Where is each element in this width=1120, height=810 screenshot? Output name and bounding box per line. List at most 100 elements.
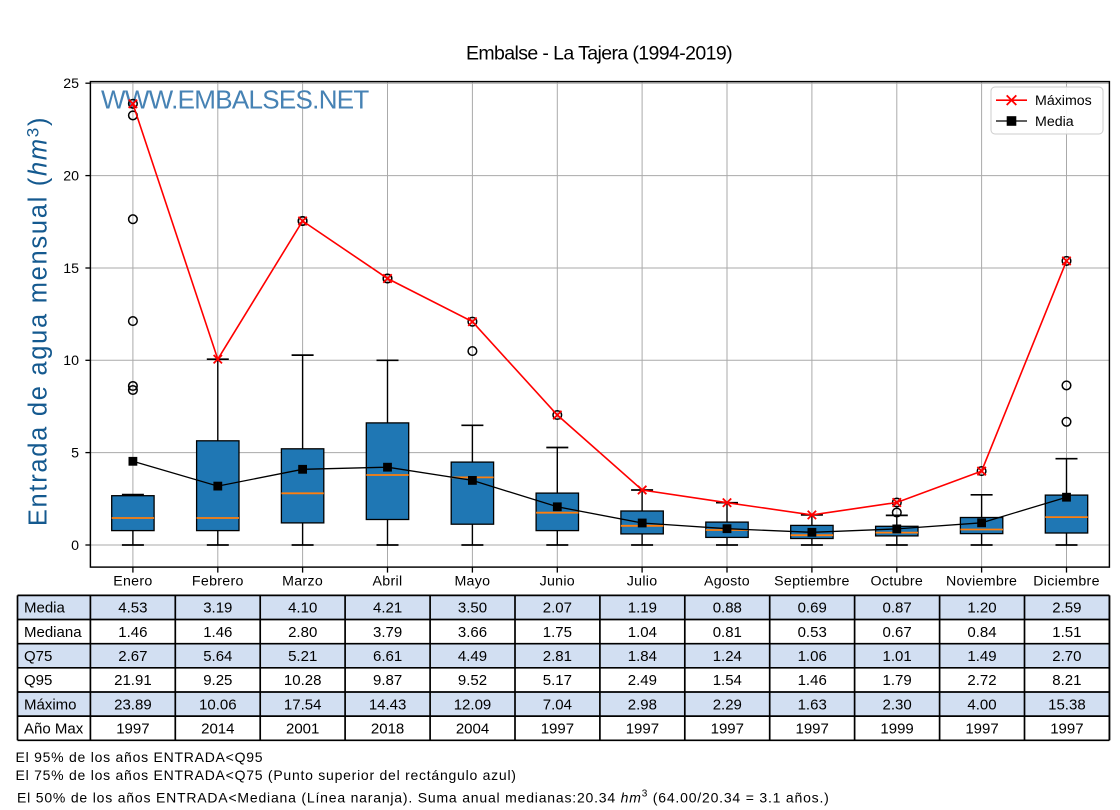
svg-text:2.80: 2.80: [288, 624, 317, 641]
svg-text:2.81: 2.81: [543, 648, 572, 665]
svg-text:25: 25: [63, 76, 79, 92]
svg-text:4.53: 4.53: [118, 600, 147, 617]
svg-text:2014: 2014: [201, 720, 234, 737]
svg-text:6.61: 6.61: [373, 648, 402, 665]
svg-text:2.98: 2.98: [628, 696, 657, 713]
svg-text:7.04: 7.04: [543, 696, 572, 713]
svg-text:Noviembre: Noviembre: [946, 573, 1017, 589]
svg-text:Q75: Q75: [24, 648, 52, 665]
svg-text:1997: 1997: [626, 720, 659, 737]
svg-text:2.67: 2.67: [118, 648, 147, 665]
svg-text:El 75% de los años ENTRADA<Q75: El 75% de los años ENTRADA<Q75 (Punto su…: [16, 767, 517, 783]
svg-text:2.72: 2.72: [967, 672, 996, 689]
svg-text:2004: 2004: [456, 720, 489, 737]
svg-text:17.54: 17.54: [284, 696, 322, 713]
svg-text:14.43: 14.43: [369, 696, 407, 713]
svg-text:1.51: 1.51: [1052, 624, 1081, 641]
svg-text:Año Max: Año Max: [24, 720, 84, 737]
svg-text:0: 0: [71, 538, 79, 554]
svg-text:El 50% de los años ENTRADA<Med: El 50% de los años ENTRADA<Mediana (Líne…: [17, 789, 830, 806]
svg-text:3.19: 3.19: [203, 600, 232, 617]
svg-text:Máximos: Máximos: [1035, 93, 1092, 109]
svg-text:15.38: 15.38: [1048, 696, 1086, 713]
svg-text:0.84: 0.84: [967, 624, 996, 641]
svg-text:1997: 1997: [116, 720, 149, 737]
svg-text:0.67: 0.67: [882, 624, 911, 641]
svg-text:1.46: 1.46: [203, 624, 232, 641]
svg-text:0.81: 0.81: [713, 624, 742, 641]
svg-text:1.79: 1.79: [882, 672, 911, 689]
svg-text:23.89: 23.89: [114, 696, 152, 713]
svg-text:Entrada de agua mensual (hm3): Entrada de agua mensual (hm3): [24, 116, 53, 526]
svg-text:2.49: 2.49: [628, 672, 657, 689]
svg-text:1.04: 1.04: [628, 624, 657, 641]
svg-text:El 95% de los años ENTRADA<Q95: El 95% de los años ENTRADA<Q95: [16, 749, 264, 765]
svg-text:2.07: 2.07: [543, 600, 572, 617]
svg-text:1.75: 1.75: [543, 624, 572, 641]
svg-text:5.17: 5.17: [543, 672, 572, 689]
svg-text:4.49: 4.49: [458, 648, 487, 665]
svg-text:1997: 1997: [965, 720, 998, 737]
svg-text:9.52: 9.52: [458, 672, 487, 689]
svg-text:Enero: Enero: [113, 573, 152, 589]
svg-text:2018: 2018: [371, 720, 404, 737]
svg-text:Septiembre: Septiembre: [774, 573, 850, 589]
svg-text:1.20: 1.20: [967, 600, 996, 617]
svg-text:1999: 1999: [880, 720, 913, 737]
svg-text:1.24: 1.24: [713, 648, 742, 665]
svg-text:Marzo: Marzo: [282, 573, 323, 589]
svg-text:1997: 1997: [711, 720, 744, 737]
svg-text:8.21: 8.21: [1052, 672, 1081, 689]
svg-text:21.91: 21.91: [114, 672, 152, 689]
svg-text:3.79: 3.79: [373, 624, 402, 641]
svg-text:1.01: 1.01: [882, 648, 911, 665]
svg-text:12.09: 12.09: [454, 696, 492, 713]
svg-text:4.10: 4.10: [288, 600, 317, 617]
svg-text:2.29: 2.29: [713, 696, 742, 713]
svg-text:Junio: Junio: [540, 573, 575, 589]
svg-text:Abril: Abril: [373, 573, 403, 589]
svg-text:2001: 2001: [286, 720, 319, 737]
svg-text:5.21: 5.21: [288, 648, 317, 665]
svg-text:15: 15: [63, 261, 79, 277]
svg-text:2.59: 2.59: [1052, 600, 1081, 617]
svg-text:1.49: 1.49: [967, 648, 996, 665]
svg-text:9.87: 9.87: [373, 672, 402, 689]
svg-text:3.66: 3.66: [458, 624, 487, 641]
svg-text:0.87: 0.87: [882, 600, 911, 617]
svg-text:1997: 1997: [541, 720, 574, 737]
svg-text:1.54: 1.54: [713, 672, 742, 689]
svg-text:Mediana: Mediana: [24, 624, 82, 641]
svg-text:10: 10: [63, 353, 79, 369]
svg-text:5.64: 5.64: [203, 648, 232, 665]
svg-text:2.70: 2.70: [1052, 648, 1081, 665]
svg-text:Mayo: Mayo: [454, 573, 490, 589]
svg-text:Octubre: Octubre: [871, 573, 924, 589]
svg-text:0.88: 0.88: [713, 600, 742, 617]
svg-text:Febrero: Febrero: [192, 573, 244, 589]
svg-text:0.69: 0.69: [798, 600, 827, 617]
svg-text:3.50: 3.50: [458, 600, 487, 617]
svg-text:1.46: 1.46: [798, 672, 827, 689]
svg-text:0.53: 0.53: [798, 624, 827, 641]
svg-text:2.30: 2.30: [882, 696, 911, 713]
svg-text:Q95: Q95: [24, 672, 52, 689]
svg-text:10.06: 10.06: [199, 696, 237, 713]
svg-text:1.84: 1.84: [628, 648, 657, 665]
svg-text:5: 5: [71, 445, 79, 461]
svg-text:1997: 1997: [796, 720, 829, 737]
svg-text:1.19: 1.19: [628, 600, 657, 617]
svg-text:10.28: 10.28: [284, 672, 322, 689]
svg-text:1.63: 1.63: [798, 696, 827, 713]
svg-text:Máximo: Máximo: [24, 696, 77, 713]
svg-text:Media: Media: [1035, 114, 1074, 130]
svg-text:Julio: Julio: [627, 573, 658, 589]
svg-text:20: 20: [63, 168, 79, 184]
svg-text:1997: 1997: [1050, 720, 1083, 737]
svg-text:1.06: 1.06: [798, 648, 827, 665]
svg-text:WWW.EMBALSES.NET: WWW.EMBALSES.NET: [101, 85, 369, 115]
svg-text:9.25: 9.25: [203, 672, 232, 689]
svg-text:4.21: 4.21: [373, 600, 402, 617]
svg-text:Embalse - La Tajera (1994-2019: Embalse - La Tajera (1994-2019): [466, 43, 732, 65]
svg-text:4.00: 4.00: [967, 696, 996, 713]
